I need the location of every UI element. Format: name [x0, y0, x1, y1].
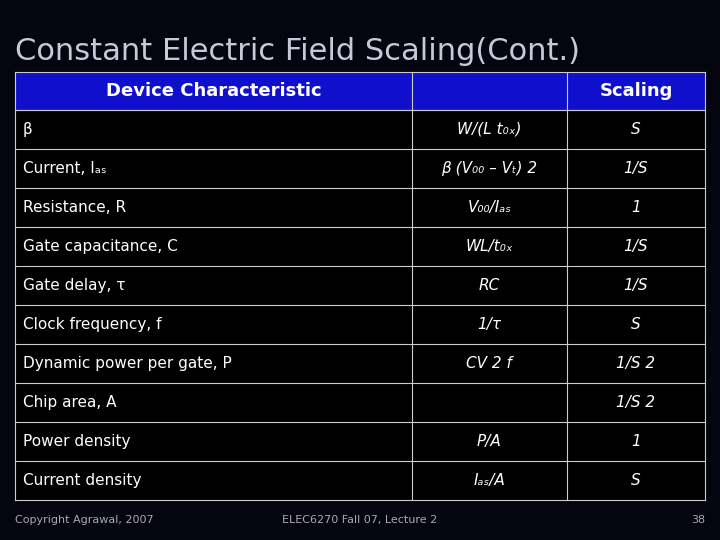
Text: W/(L t₀ₓ): W/(L t₀ₓ)	[457, 122, 521, 137]
Text: 1: 1	[631, 200, 641, 215]
Text: 1/S 2: 1/S 2	[616, 395, 656, 410]
Text: V₀₀/Iₐₛ: V₀₀/Iₐₛ	[467, 200, 511, 215]
Bar	[15, 188, 705, 227]
Text: S: S	[631, 122, 641, 137]
Text: β: β	[23, 122, 32, 137]
Text: CV 2 f: CV 2 f	[467, 356, 513, 371]
Bar	[15, 266, 705, 305]
Text: 1/S: 1/S	[624, 278, 648, 293]
Text: 1/S 2: 1/S 2	[616, 356, 656, 371]
Text: Constant Electric Field Scaling(Cont.): Constant Electric Field Scaling(Cont.)	[15, 37, 580, 66]
Bar	[15, 305, 705, 344]
Text: Power density: Power density	[23, 434, 130, 449]
Bar	[15, 422, 705, 461]
Text: Current density: Current density	[23, 473, 142, 488]
Bar	[15, 227, 705, 266]
Bar	[15, 344, 705, 383]
Text: 38: 38	[691, 515, 705, 525]
Bar	[15, 149, 705, 188]
Text: Iₐₛ/A: Iₐₛ/A	[474, 473, 505, 488]
Bar	[15, 461, 705, 500]
Text: P/A: P/A	[477, 434, 502, 449]
Bar	[15, 383, 705, 422]
Bar	[15, 110, 705, 149]
Text: S: S	[631, 317, 641, 332]
Text: Copyright Agrawal, 2007: Copyright Agrawal, 2007	[15, 515, 153, 525]
Text: Resistance, R: Resistance, R	[23, 200, 126, 215]
Text: RC: RC	[479, 278, 500, 293]
Text: Dynamic power per gate, P: Dynamic power per gate, P	[23, 356, 232, 371]
Text: Scaling: Scaling	[599, 82, 672, 100]
Text: Current, Iₐₛ: Current, Iₐₛ	[23, 161, 107, 176]
Text: β (V₀₀ – Vₜ) 2: β (V₀₀ – Vₜ) 2	[441, 161, 537, 176]
Text: 1/τ: 1/τ	[477, 317, 501, 332]
Text: WL/t₀ₓ: WL/t₀ₓ	[466, 239, 513, 254]
Text: Clock frequency, f: Clock frequency, f	[23, 317, 161, 332]
Text: ELEC6270 Fall 07, Lecture 2: ELEC6270 Fall 07, Lecture 2	[282, 515, 438, 525]
Text: 1: 1	[631, 434, 641, 449]
Text: 1/S: 1/S	[624, 161, 648, 176]
Text: S: S	[631, 473, 641, 488]
Text: Gate delay, τ: Gate delay, τ	[23, 278, 125, 293]
Text: 1/S: 1/S	[624, 239, 648, 254]
Text: Device Characteristic: Device Characteristic	[106, 82, 321, 100]
Text: Chip area, A: Chip area, A	[23, 395, 117, 410]
Bar	[15, 72, 705, 110]
Text: Gate capacitance, C: Gate capacitance, C	[23, 239, 178, 254]
